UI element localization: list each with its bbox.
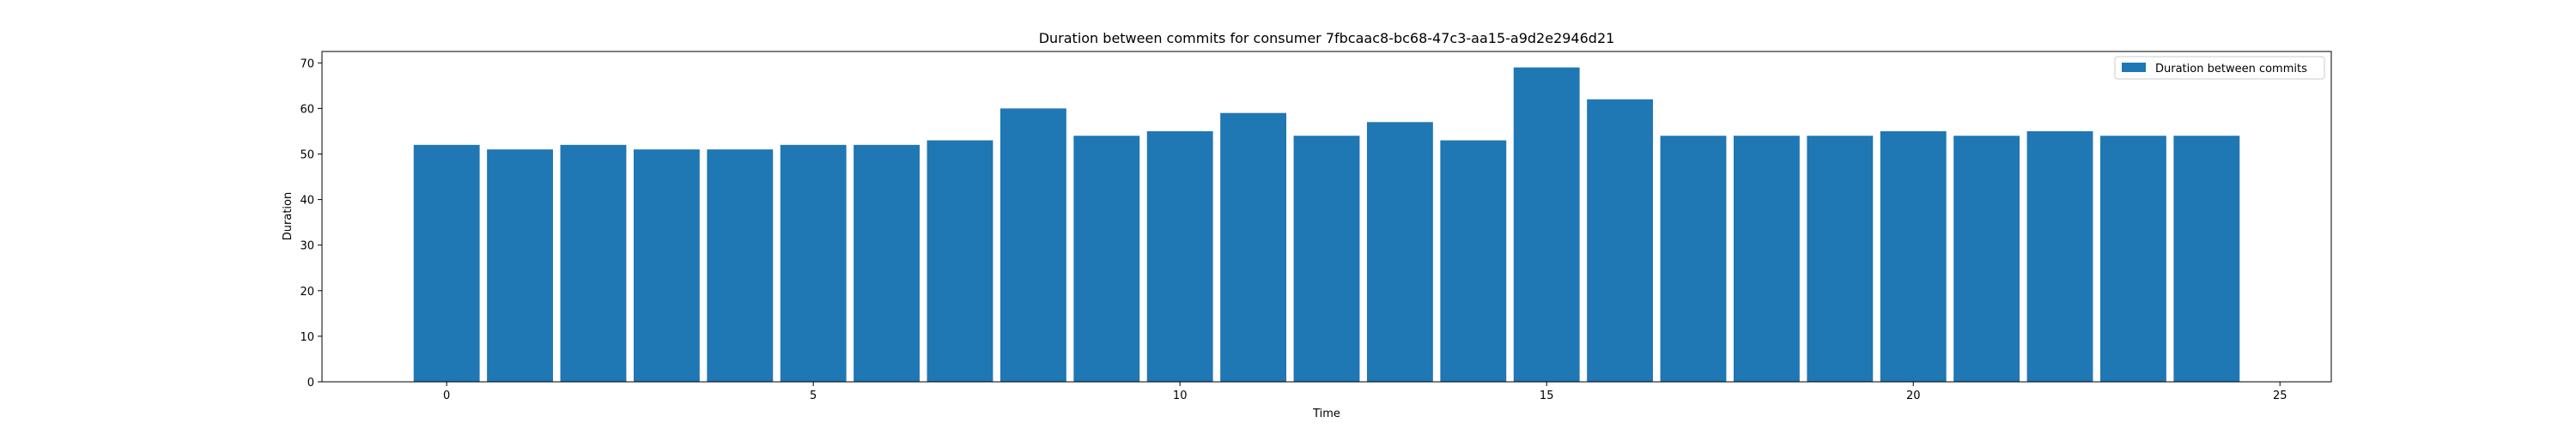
bar	[1366, 122, 1433, 382]
bar	[1513, 67, 1580, 382]
x-ticks-group: 0 5 10 15 20 25	[443, 382, 2287, 402]
y-tick-label: 40	[300, 195, 314, 208]
bars-group	[413, 67, 2240, 383]
y-ticks-group: 0 10 20 30 40 50 60 70	[300, 57, 322, 390]
bar	[1146, 130, 1213, 382]
y-tick-label: 0	[307, 377, 314, 390]
bar	[633, 149, 700, 383]
legend: Duration between commits	[2114, 56, 2325, 80]
x-axis-label: Time	[1312, 408, 1340, 420]
bar	[1440, 140, 1507, 383]
bar	[707, 149, 774, 383]
bar	[1660, 136, 1727, 383]
bar	[999, 108, 1066, 382]
y-tick-label: 70	[300, 57, 314, 70]
bar	[2173, 136, 2240, 383]
y-tick-label: 60	[300, 103, 314, 116]
legend-label: Duration between commits	[2155, 63, 2307, 76]
x-tick-label: 10	[1173, 390, 1188, 402]
bar	[1733, 136, 1800, 383]
bar	[1073, 136, 1140, 383]
y-tick-label: 20	[300, 286, 314, 299]
bar	[1807, 136, 1874, 383]
x-tick-label: 0	[443, 390, 450, 402]
bar	[854, 144, 920, 383]
bar	[1880, 130, 1947, 382]
x-tick-label: 15	[1540, 390, 1554, 402]
plot-frame	[321, 51, 2332, 383]
y-axis-label: Duration	[282, 192, 295, 240]
y-tick-label: 30	[300, 240, 314, 253]
bar	[927, 140, 993, 383]
bar	[1587, 99, 1654, 382]
y-tick-label: 50	[300, 148, 314, 161]
bar	[413, 144, 480, 383]
y-tick-label: 10	[300, 331, 314, 344]
legend-box	[2114, 56, 2325, 80]
x-tick-label: 20	[1906, 390, 1921, 402]
bar	[780, 144, 847, 383]
bar	[1220, 112, 1287, 382]
bar	[560, 144, 627, 383]
legend-swatch	[2122, 63, 2146, 72]
bar	[1293, 136, 1360, 383]
bar	[1953, 136, 2020, 383]
bar	[487, 149, 554, 383]
chart-title: Duration between commits for consumer 7f…	[1039, 30, 1615, 46]
x-tick-label: 25	[2273, 390, 2287, 402]
x-tick-label: 5	[810, 390, 817, 402]
bar	[2026, 130, 2093, 382]
bar	[2099, 136, 2166, 383]
